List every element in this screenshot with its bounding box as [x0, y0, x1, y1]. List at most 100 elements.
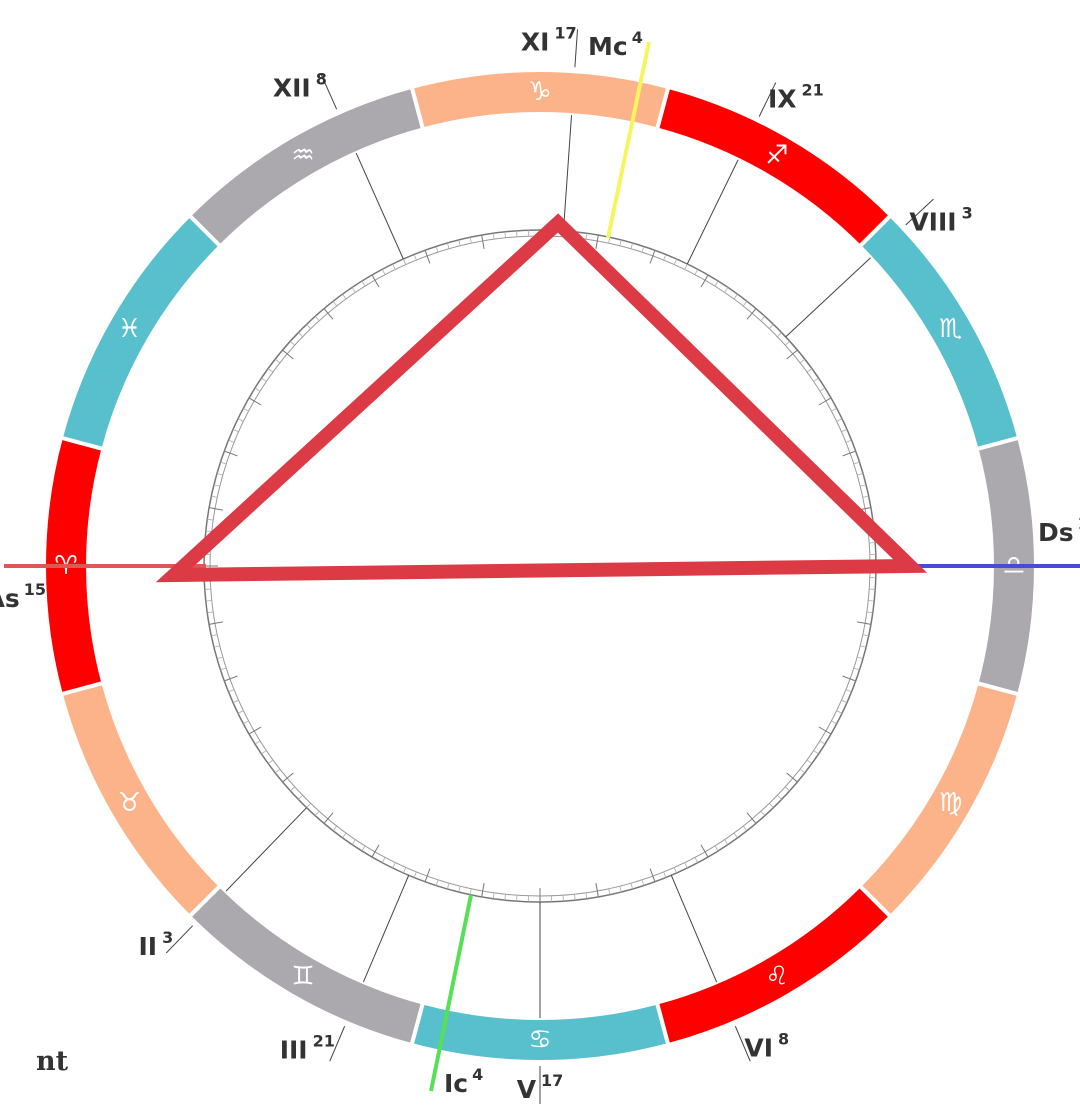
degree-tick-major: [224, 450, 238, 457]
degree-tick-major: [209, 621, 223, 625]
degree-tick: [760, 810, 766, 816]
house-numeral: IX: [768, 84, 797, 113]
house-numeral: XI: [521, 27, 550, 56]
degree-tick-major: [746, 812, 757, 824]
sign-glyph-gemini: ♊: [291, 962, 314, 992]
house-cusp-outer-III: [329, 1026, 346, 1062]
degree-tick: [853, 667, 860, 671]
degree-tick: [228, 439, 235, 443]
degree-tick: [768, 803, 774, 808]
degree-tick-major: [424, 868, 431, 882]
degree-tick-major: [282, 772, 294, 783]
degree-tick: [435, 246, 439, 253]
house-cusps: [165, 29, 934, 1104]
house-degree: 3: [962, 203, 973, 222]
house-label-XII: XII 8: [273, 69, 327, 102]
sign-glyph-virgo: ♍: [939, 788, 962, 818]
house-numeral: VI: [744, 1033, 773, 1062]
degree-tick: [232, 428, 239, 433]
degree-tick-major: [424, 250, 431, 264]
degree-tick: [361, 845, 366, 852]
degree-tick-major: [371, 844, 380, 858]
degree-tick: [458, 239, 461, 246]
degree-tick: [332, 825, 338, 832]
degree-tick: [381, 857, 386, 863]
house-label-VI: VI 8: [744, 1029, 789, 1062]
degree-tick: [831, 407, 837, 412]
degree-tick: [784, 340, 790, 346]
degree-tick: [742, 825, 748, 832]
house-cusp-VIII: [785, 257, 871, 338]
degree-tick: [342, 293, 347, 300]
degree-tick: [806, 368, 813, 373]
degree-tick: [619, 239, 622, 246]
degree-tick: [361, 280, 366, 287]
degree-tick: [853, 461, 860, 465]
degree-tick-major: [857, 621, 871, 625]
house-degree: 21: [802, 80, 824, 99]
degree-tick: [504, 231, 506, 238]
degree-tick: [332, 300, 338, 307]
degree-tick: [351, 839, 356, 845]
degree-tick: [819, 387, 826, 392]
degree-tick: [392, 862, 396, 869]
degree-tick: [799, 358, 806, 364]
degree-tick-major: [209, 507, 223, 511]
house-degree: 17: [554, 23, 576, 42]
degree-tick-major: [649, 868, 656, 882]
degree-tick: [220, 667, 227, 671]
corner-text: nt: [36, 1046, 69, 1077]
degree-tick: [243, 720, 249, 725]
degree-tick: [261, 750, 267, 755]
degree-tick: [684, 862, 688, 869]
asc-label-degree: 15: [24, 580, 46, 599]
degree-tick: [673, 258, 678, 265]
degree-tick: [402, 258, 407, 265]
house-degree: 8: [778, 1029, 789, 1048]
degree-tick: [205, 530, 212, 532]
degree-tick: [813, 750, 819, 755]
house-label-XI: XI 17: [521, 23, 577, 56]
degree-tick: [314, 810, 320, 816]
ic-label: Ic 4: [444, 1065, 483, 1098]
degree-tick: [306, 324, 312, 329]
degree-tick-major: [700, 844, 709, 858]
degree-tick: [574, 894, 576, 901]
degree-tick-major: [371, 274, 380, 288]
dsc-label: Ds1: [1038, 514, 1080, 547]
dsc-label-name: Ds: [1038, 518, 1074, 547]
zodiac-ring: ♈♉♊♋♌♍♎♏♐♑♒♓: [42, 68, 1038, 1064]
degree-tick: [694, 269, 699, 275]
degree-tick: [298, 794, 303, 800]
degree-tick: [733, 832, 738, 839]
degree-tick: [413, 871, 417, 878]
degree-tick: [469, 237, 472, 244]
degree-tick: [254, 387, 261, 392]
house-cusp-outer-II: [165, 925, 194, 954]
house-cusp-III: [362, 875, 410, 983]
degree-tick: [742, 300, 748, 307]
house-numeral: II: [138, 931, 157, 960]
degree-tick: [724, 287, 729, 293]
asc-label-name: As: [0, 584, 20, 613]
degree-tick: [768, 324, 774, 329]
degree-tick: [845, 689, 852, 693]
degree-tick: [211, 634, 218, 637]
ic-line: [429, 894, 473, 1092]
degree-tick-major: [649, 250, 656, 264]
degree-tick: [860, 645, 867, 648]
degree-tick-major: [323, 812, 334, 824]
degree-tick: [663, 871, 667, 878]
degree-tick: [641, 879, 645, 886]
degree-tick: [760, 316, 766, 322]
house-cusp-VI: [670, 875, 718, 983]
ic-label-name: Ic: [444, 1069, 468, 1098]
degree-tick: [868, 600, 875, 602]
degree-tick: [351, 287, 356, 293]
degree-tick: [630, 883, 633, 890]
degree-tick-major: [818, 726, 832, 735]
mc-line: [606, 41, 651, 239]
sign-glyph-cancer: ♋: [528, 1025, 551, 1055]
house-label-VIII: VIII 3: [909, 203, 972, 236]
degree-tick: [694, 857, 699, 863]
